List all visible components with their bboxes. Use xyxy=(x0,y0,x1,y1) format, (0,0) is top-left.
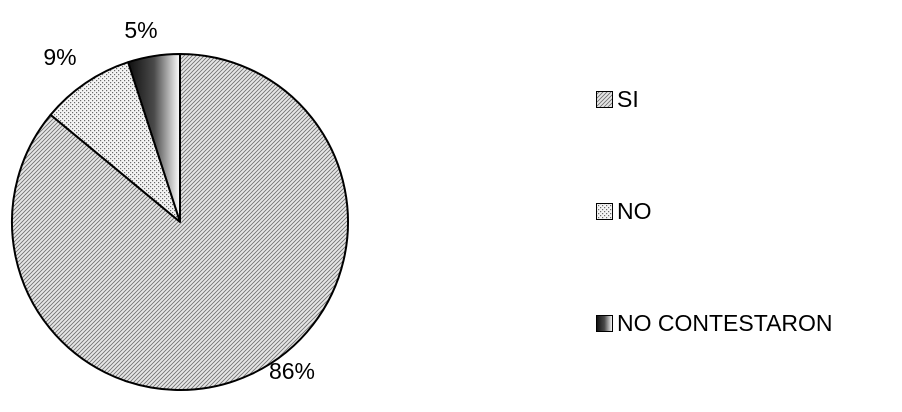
legend-item-si: SI xyxy=(596,84,639,114)
legend-swatch-no xyxy=(596,202,613,220)
legend-label-si: SI xyxy=(617,86,639,112)
data-label-si: 86% xyxy=(269,358,315,384)
legend-item-no: NO xyxy=(596,196,652,226)
pie-slice-si xyxy=(10,53,349,391)
pie-slice-no xyxy=(49,61,181,223)
data-label-no-contestaron: 5% xyxy=(124,17,157,43)
legend-swatch-si xyxy=(596,90,613,108)
data-label-no: 9% xyxy=(43,44,76,70)
legend-swatch-no-contestaron xyxy=(596,314,613,332)
legend-label-no-contestaron: NO CONTESTARON xyxy=(617,310,833,336)
legend-item-no-contestaron: NO CONTESTARON xyxy=(596,308,833,338)
legend-label-no: NO xyxy=(617,198,652,224)
